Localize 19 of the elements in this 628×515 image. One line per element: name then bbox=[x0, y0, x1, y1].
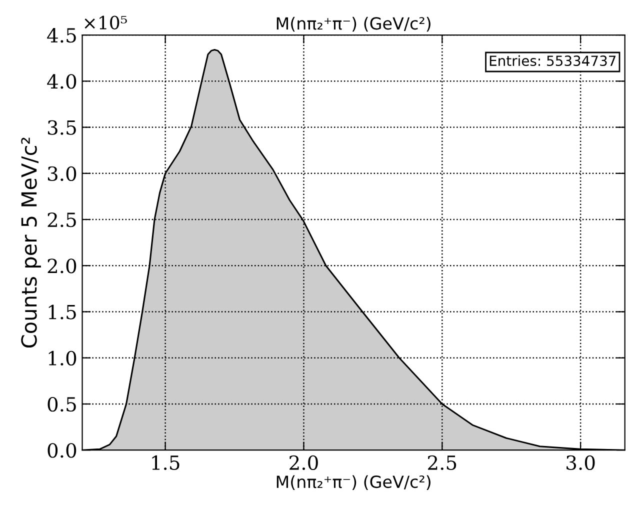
x-tick-label: 2.5 bbox=[428, 455, 456, 470]
y-tick-label: 1.0 bbox=[48, 350, 76, 366]
chart-title: M(nπ₂⁺π⁻) (GeV/c²) bbox=[276, 16, 430, 32]
y-tick-label: 4.5 bbox=[47, 28, 76, 43]
x-tick-label: 1.5 bbox=[152, 455, 180, 470]
x-axis-title: M(nπ₂⁺π⁻) (GeV/c²) bbox=[276, 475, 430, 490]
text: ×10⁵ bbox=[84, 16, 127, 30]
y-tick-label: 3.0 bbox=[48, 166, 76, 182]
y-tick-label: 0.5 bbox=[48, 396, 76, 412]
y-tick-label: 4.0 bbox=[47, 74, 76, 89]
y-tick-label: 3.5 bbox=[48, 120, 76, 135]
x-tick-label: 3.0 bbox=[566, 455, 595, 470]
y-tick-label: 2.5 bbox=[48, 212, 76, 228]
annotation: Entries: 55334737 bbox=[490, 55, 616, 66]
y-tick-label: 2.0 bbox=[48, 258, 76, 274]
y-axis-title: Counts per 5 MeV/c² bbox=[21, 138, 41, 348]
y-tick-label: 0.0 bbox=[48, 443, 76, 458]
y-tick-label: 1.5 bbox=[48, 304, 76, 320]
x-tick-label: 2.0 bbox=[290, 455, 318, 470]
